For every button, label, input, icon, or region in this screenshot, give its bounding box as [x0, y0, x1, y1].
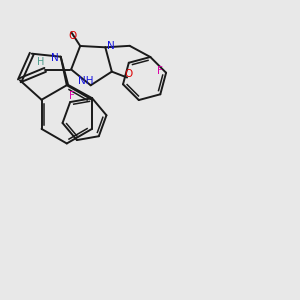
Text: O: O — [69, 31, 77, 41]
Text: F: F — [69, 91, 75, 100]
Text: O: O — [124, 69, 133, 79]
Text: NH: NH — [79, 76, 94, 86]
Text: N: N — [52, 53, 59, 63]
Text: N: N — [107, 41, 115, 51]
Text: F: F — [157, 66, 163, 76]
Text: H: H — [37, 57, 44, 67]
